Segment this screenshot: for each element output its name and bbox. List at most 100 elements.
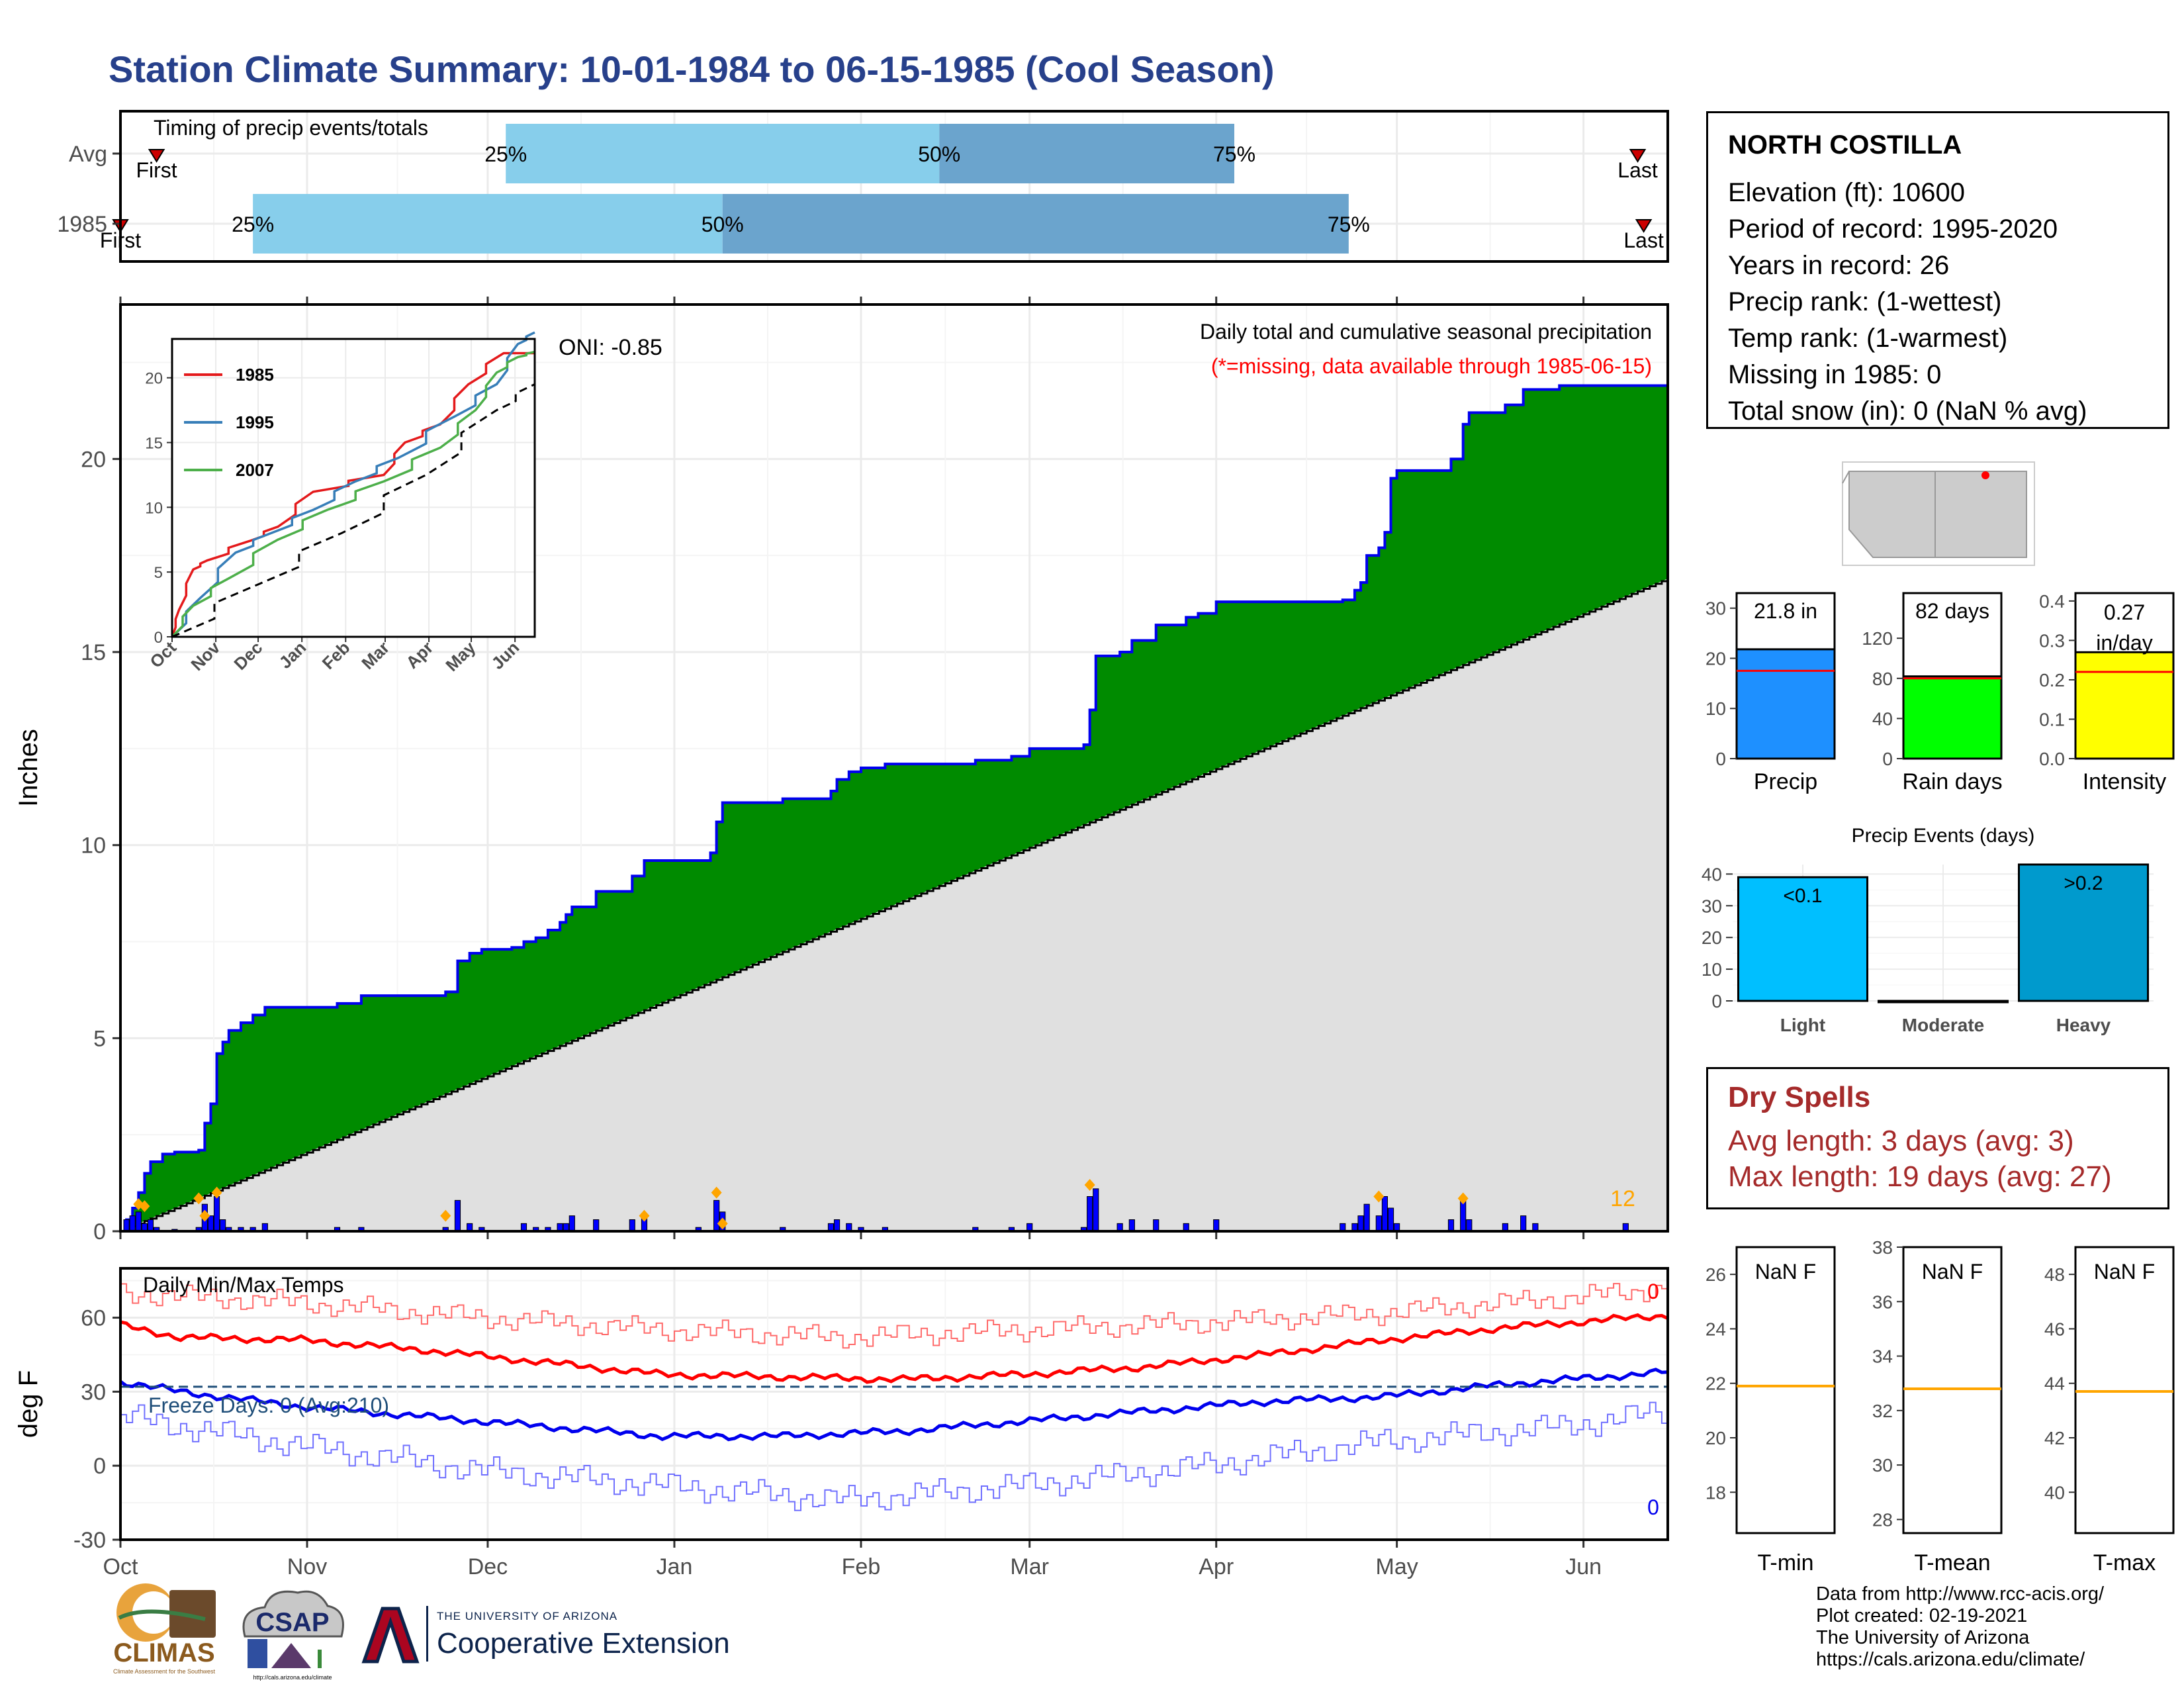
- heavy-event-marker-icon: [1084, 1179, 1095, 1191]
- inset-ytick-label: 20: [145, 370, 163, 388]
- total-ytick-label: 0.4: [2039, 591, 2065, 612]
- events-panel-title: Precip Events (days): [1852, 825, 2035, 847]
- precip-panel-title: Daily total and cumulative seasonal prec…: [1200, 320, 1652, 344]
- precip-ytick-label: 5: [93, 1026, 106, 1051]
- temp-summary-ytick-label: 24: [1706, 1319, 1726, 1339]
- climas-wordmark: CLIMAS: [113, 1638, 214, 1667]
- daily-precip-bar: [1153, 1219, 1160, 1232]
- dry-spells-title: Dry Spells: [1728, 1081, 1871, 1113]
- timing-label-75: 75%: [1213, 142, 1255, 166]
- csap-logo: CSAP http://cals.arizona.edu/climate: [232, 1583, 351, 1683]
- temp-panel-title: Daily Min/Max Temps: [143, 1273, 343, 1297]
- month-tick-label: Mar: [1010, 1554, 1049, 1579]
- cumulative-precip-area: [120, 385, 1668, 1231]
- state-map: [1842, 461, 2035, 566]
- total-ytick-label: 10: [1706, 698, 1726, 719]
- total-ytick-label: 80: [1872, 669, 1893, 689]
- daily-precip-bar: [569, 1215, 575, 1232]
- new-mexico-shape: [1934, 471, 2027, 558]
- daily-precip-bar: [1466, 1219, 1473, 1232]
- avg-max-line: [120, 1313, 1669, 1384]
- month-tick-label: May: [1376, 1554, 1418, 1579]
- total-ytick-label: 0.3: [2039, 630, 2065, 651]
- temp-summary-ytick-label: 48: [2044, 1264, 2065, 1285]
- precip-ylabel: Inches: [14, 729, 43, 807]
- total-ytick-label: 0: [1715, 749, 1726, 769]
- timing-bar-25-50: [253, 194, 723, 254]
- total-ytick-label: 20: [1706, 648, 1726, 669]
- min-record-count-label: 0: [1647, 1495, 1659, 1519]
- normal-precip-area: [120, 579, 1668, 1231]
- temp-panel-border: [119, 1267, 1669, 1541]
- temp-summary-ytick-label: 38: [1872, 1237, 1893, 1258]
- temp-summary-ytick-label: 30: [1872, 1455, 1893, 1476]
- temp-ytick-label: 30: [81, 1380, 106, 1405]
- climas-logo: CLIMAS Climate Assessment for the Southw…: [106, 1578, 222, 1677]
- events-category-label: Heavy: [2056, 1015, 2111, 1035]
- temp-summary-frame: [1902, 1246, 2003, 1534]
- max-record-count-label: 0: [1647, 1280, 1659, 1303]
- dry-spells-avg: Avg length: 3 days (avg: 3): [1728, 1125, 2074, 1157]
- inset-series-line: [171, 350, 535, 638]
- timing-label-50: 50%: [702, 212, 744, 236]
- timing-label-75: 75%: [1328, 212, 1370, 236]
- total-bar: [2074, 651, 2175, 760]
- credit-data-source: Data from http://www.rcc-acis.org/: [1816, 1583, 2105, 1605]
- precip-panel-subtitle: (*=missing, data available through 1985-…: [1211, 354, 1652, 378]
- freeze-days-annotation: Freeze Days: 0 (Avg:210): [148, 1393, 389, 1417]
- total-bar-label: 82 days: [1915, 599, 1989, 623]
- record-low-line: [120, 1401, 1668, 1511]
- events-category-label: Light: [1780, 1015, 1825, 1035]
- timing-panel-border: [119, 110, 1669, 263]
- heavy-event-marker-icon: [1457, 1192, 1469, 1205]
- cumulative-precip-line: [120, 384, 1668, 1233]
- temp-panel-bg: [120, 1268, 1668, 1540]
- temp-summary-name: T-min: [1758, 1550, 1814, 1575]
- inset-border: [171, 338, 536, 638]
- events-ytick-label: 0: [1711, 991, 1722, 1011]
- timing-bar-50-75: [722, 194, 1349, 254]
- month-tick-label: Jun: [1565, 1554, 1602, 1579]
- heavy-event-marker-icon: [139, 1200, 150, 1213]
- csap-cloud-icon: [242, 1590, 344, 1638]
- month-tick-label: Dec: [468, 1554, 508, 1579]
- temp-ytick-label: -30: [73, 1528, 106, 1553]
- month-tick-label: Nov: [287, 1554, 327, 1579]
- temp-summary-value: NaN F: [1755, 1260, 1816, 1284]
- inset-legend-label: 1995: [236, 412, 274, 432]
- dry-spells-max: Max length: 19 days (avg: 27): [1728, 1160, 2112, 1193]
- inset-ytick-label: 5: [154, 564, 163, 582]
- events-bar: [1877, 1000, 2009, 1004]
- temp-summary-ytick-label: 28: [1872, 1509, 1893, 1530]
- inset-ytick-label: 10: [145, 499, 163, 517]
- month-tick-label: Apr: [1199, 1554, 1234, 1579]
- temp-summary-frame: [2074, 1246, 2175, 1534]
- ua-a-mark: A: [385, 1642, 396, 1658]
- total-ytick-label: 0: [1882, 749, 1893, 769]
- station-snow: Total snow (in): 0 (NaN % avg): [1728, 397, 2087, 426]
- daily-precip-bar: [135, 1211, 142, 1232]
- last-event-marker-icon: [1629, 149, 1647, 163]
- events-bar-label: >0.2: [2064, 872, 2103, 894]
- heavy-event-marker-icon: [639, 1209, 650, 1222]
- inset-series-line: [171, 352, 535, 637]
- daily-precip-bar: [1087, 1196, 1093, 1232]
- total-ytick-label: 120: [1862, 628, 1893, 649]
- temp-summary-ytick-label: 20: [1706, 1428, 1726, 1448]
- ua-extension-name: Cooperative Extension: [437, 1627, 730, 1660]
- credits: Data from http://www.rcc-acis.org/ Plot …: [1816, 1583, 2104, 1671]
- daily-precip-bar: [1520, 1215, 1527, 1232]
- temp-summary-ytick-label: 36: [1872, 1291, 1893, 1312]
- credit-url: https://cals.arizona.edu/climate/: [1816, 1649, 2085, 1670]
- station-period: Period of record: 1995-2020: [1728, 214, 2058, 244]
- average-cumulative-line: [120, 579, 1669, 1233]
- daily-precip-bar: [593, 1219, 600, 1232]
- dry-spells-box: Dry Spells Avg length: 3 days (avg: 3) M…: [1706, 1067, 2169, 1209]
- events-ytick-label: 30: [1702, 896, 1722, 916]
- daily-precip-bar: [220, 1219, 226, 1232]
- daily-precip-bar: [1381, 1196, 1388, 1232]
- oni-annotation: ONI: -0.85: [559, 335, 662, 360]
- inset-legend-label: 1985: [236, 365, 274, 385]
- temp-summary-value: NaN F: [2094, 1260, 2155, 1284]
- month-tick-label: Feb: [842, 1554, 881, 1579]
